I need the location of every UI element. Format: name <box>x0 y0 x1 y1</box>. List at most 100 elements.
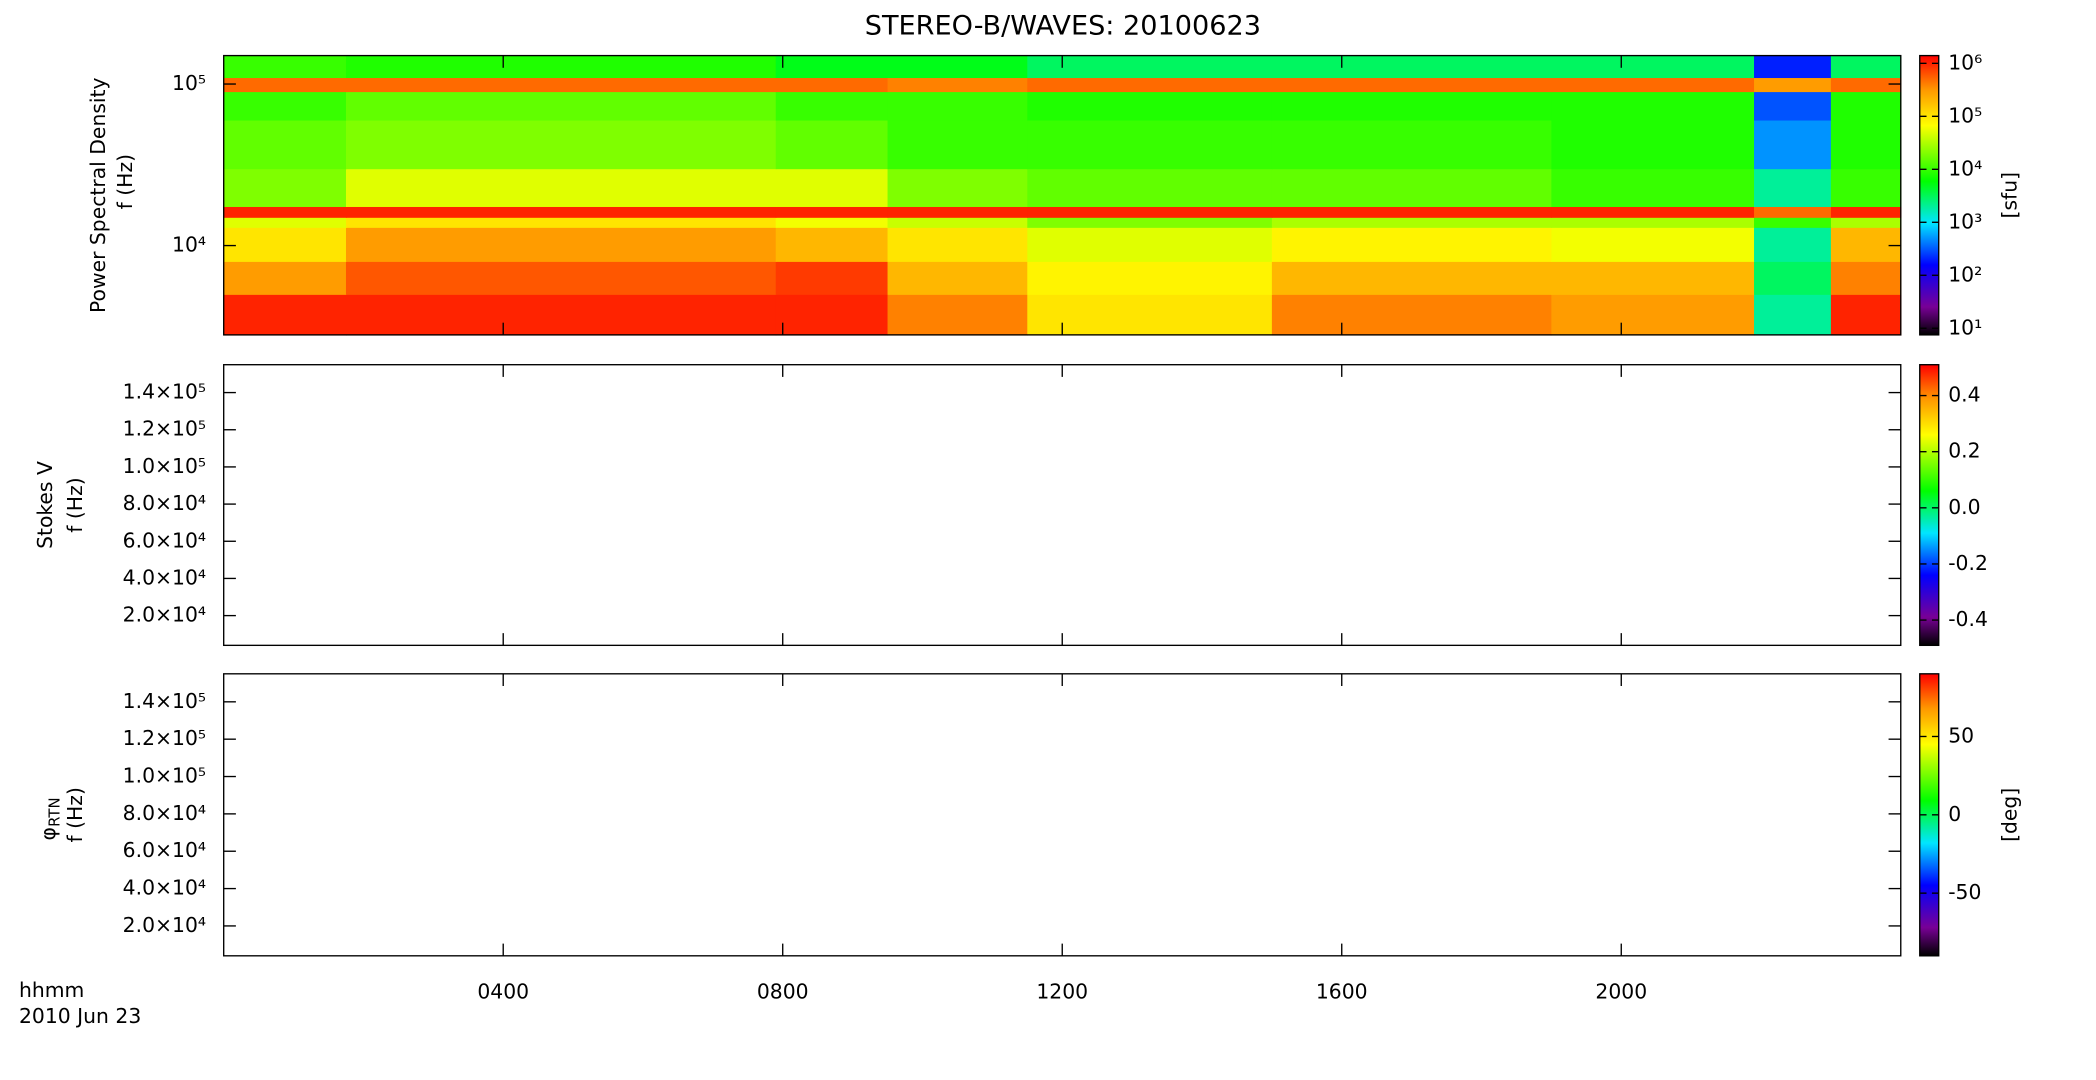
y-axis-label: Power Spectral Density <box>86 77 110 313</box>
heatmap-cell <box>775 294 889 336</box>
heatmap-cell <box>887 227 1028 262</box>
heatmap-cell <box>1027 206 1273 218</box>
heatmap-cell <box>1271 227 1553 262</box>
heatmap-cell <box>345 55 777 79</box>
y-tick-label: 1.4×10⁵ <box>123 689 206 713</box>
heatmap-cell <box>1830 217 1902 228</box>
heatmap-cell <box>775 91 889 121</box>
heatmap-cell <box>345 119 777 170</box>
y-tick-label: 1.0×10⁵ <box>123 764 206 788</box>
heatmap-cell <box>887 168 1028 207</box>
heatmap-cell <box>1754 294 1832 336</box>
colorbar-tick-label: 0.0 <box>1948 495 1980 519</box>
plot-frame <box>223 364 1902 647</box>
heatmap-cell <box>1551 217 1755 228</box>
heatmap-cell <box>1027 168 1273 207</box>
heatmap-cell <box>223 261 347 295</box>
colorbar-tick-label: 10⁶ <box>1948 50 1982 74</box>
heatmap-cell <box>1830 206 1902 218</box>
heatmap-cell <box>775 55 889 79</box>
x-tick-label: 1600 <box>1316 979 1368 1003</box>
y-axis-label: φ <box>36 827 60 840</box>
heatmap-cell <box>887 55 1028 79</box>
y-tick-label: 1.2×10⁵ <box>123 726 206 750</box>
heatmap-cell <box>223 168 347 207</box>
heatmap-cell <box>1754 261 1832 295</box>
y-tick-label: 10⁵ <box>172 71 206 95</box>
heatmap-cell <box>1271 77 1553 93</box>
heatmap-cell <box>1830 294 1902 336</box>
date-label: 2010 Jun 23 <box>19 1004 141 1028</box>
heatmap-cell <box>345 168 777 207</box>
colorbar-tick-label: 10² <box>1948 262 1982 286</box>
heatmap-cell <box>345 217 777 228</box>
y-tick-label: 4.0×10⁴ <box>123 565 206 589</box>
colorbar-tick-label: 0.4 <box>1948 383 1980 407</box>
colorbar-tick-label: 10¹ <box>1948 315 1982 339</box>
y-tick-label: 8.0×10⁴ <box>123 491 206 515</box>
heatmap-cell <box>345 227 777 262</box>
x-tick-label: 2000 <box>1595 979 1647 1003</box>
heatmap-cell <box>1754 206 1832 218</box>
y-axis-label-subscript: RTN <box>46 797 64 827</box>
y-axis-label: Stokes V <box>33 461 57 549</box>
heatmap-cell <box>887 91 1028 121</box>
heatmap-cell <box>223 217 347 228</box>
colorbar <box>1919 54 1940 336</box>
heatmap-cell <box>887 217 1028 228</box>
heatmap-cell <box>223 294 347 336</box>
y-tick-label: 6.0×10⁴ <box>123 528 206 552</box>
colorbar-tick-label: -0.2 <box>1948 551 1988 575</box>
heatmap-cell <box>345 91 777 121</box>
heatmap-cell <box>775 168 889 207</box>
heatmap-cell <box>1830 261 1902 295</box>
heatmap-cell <box>1754 55 1832 79</box>
heatmap-cell <box>1271 55 1553 79</box>
heatmap-cell <box>1027 77 1273 93</box>
y-axis-unit: f (Hz) <box>113 154 137 209</box>
heatmap-cell <box>1754 91 1832 121</box>
colorbar-tick-label: 0 <box>1948 802 1961 826</box>
x-tick-label: 1200 <box>1036 979 1088 1003</box>
heatmap-cell <box>1271 261 1553 295</box>
heatmap-cell <box>1027 294 1273 336</box>
heatmap-cell <box>1271 91 1553 121</box>
y-tick-label: 1.4×10⁵ <box>123 380 206 404</box>
colorbar-tick-label: 10³ <box>1948 209 1982 233</box>
heatmap-cell <box>1271 294 1553 336</box>
heatmap-cell <box>1551 55 1755 79</box>
heatmap-cell <box>1830 91 1902 121</box>
y-axis-unit: f (Hz) <box>63 787 87 842</box>
heatmap-cell <box>775 119 889 170</box>
heatmap-cell <box>1551 294 1755 336</box>
heatmap-cell <box>1027 217 1273 228</box>
heatmap-cell <box>1830 227 1902 262</box>
heatmap-cell <box>1754 227 1832 262</box>
colorbar-label: [sfu] <box>1998 172 2022 219</box>
chart-title: STEREO-B/WAVES: 20100623 <box>865 11 1261 42</box>
heatmap-cell <box>1551 168 1755 207</box>
heatmap-cell <box>223 55 347 79</box>
heatmap-cell <box>1830 119 1902 170</box>
heatmap-cell <box>1551 261 1755 295</box>
heatmap-cell <box>223 77 347 93</box>
heatmap-cell <box>345 77 777 93</box>
heatmap-cell <box>775 77 889 93</box>
colorbar-label: [deg] <box>1998 788 2022 842</box>
y-tick-label: 4.0×10⁴ <box>123 876 206 900</box>
heatmap-cell <box>1830 77 1902 93</box>
heatmap-cell <box>345 261 777 295</box>
heatmap-cell <box>887 294 1028 336</box>
heatmap-cell <box>345 206 777 218</box>
heatmap-cell <box>775 261 889 295</box>
y-tick-label: 1.0×10⁵ <box>123 454 206 478</box>
heatmap-cell <box>1754 77 1832 93</box>
heatmap-cell <box>887 77 1028 93</box>
heatmap-cell <box>223 91 347 121</box>
colorbar-tick-label: -0.4 <box>1948 607 1988 631</box>
x-tick-label: 0400 <box>477 979 529 1003</box>
heatmap-cell <box>1027 55 1273 79</box>
colorbar-tick-label: 10⁵ <box>1948 103 1982 127</box>
y-tick-label: 2.0×10⁴ <box>123 603 206 627</box>
